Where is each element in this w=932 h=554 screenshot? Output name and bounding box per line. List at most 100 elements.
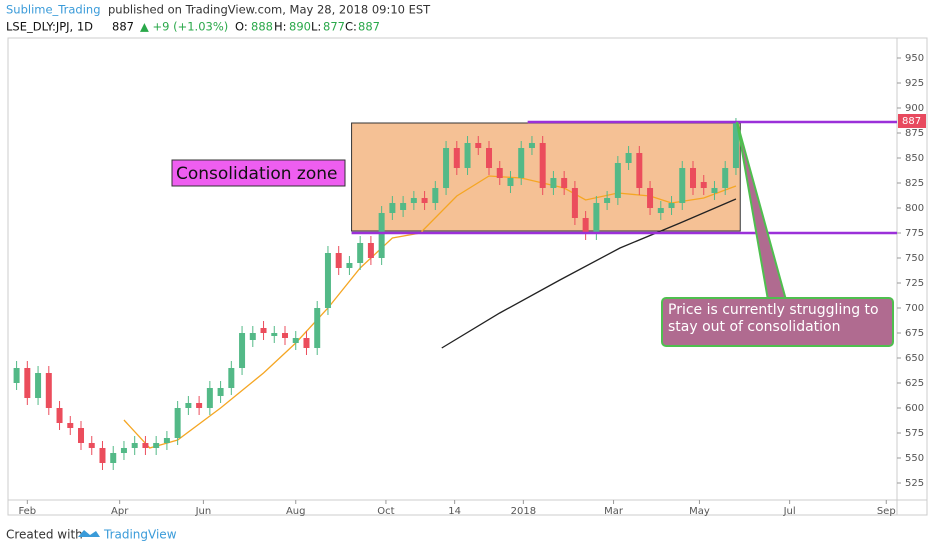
x-tick-label: Aug bbox=[286, 506, 306, 517]
x-tick-label: May bbox=[689, 506, 710, 517]
close: 887 bbox=[358, 20, 380, 34]
last-price-label: 887 bbox=[902, 116, 921, 127]
candle-body bbox=[67, 423, 74, 428]
open: 888 bbox=[251, 20, 273, 34]
candle-body bbox=[679, 168, 686, 203]
candle-body bbox=[647, 188, 654, 208]
candle-body bbox=[35, 373, 42, 398]
candle-body bbox=[110, 453, 117, 463]
change: ▲ +9 (+1.03%) bbox=[140, 20, 228, 34]
candle-body bbox=[668, 203, 675, 208]
candle-body bbox=[335, 253, 342, 268]
candle-body bbox=[131, 443, 138, 448]
candle-body bbox=[260, 328, 267, 333]
candle-body bbox=[292, 338, 299, 343]
candle-body bbox=[443, 148, 450, 188]
candle-body bbox=[196, 403, 203, 408]
candle-body bbox=[400, 203, 407, 210]
y-tick-label: 850 bbox=[905, 153, 924, 164]
candle-body bbox=[282, 333, 289, 338]
x-tick-label: Apr bbox=[111, 506, 129, 517]
plot: 525 550 575 600 625 650 675 700 725 750 775 800 825 8… bbox=[13, 53, 924, 517]
candle-body bbox=[324, 253, 331, 308]
x-tick-label: Feb bbox=[18, 506, 36, 517]
author[interactable]: Sublime_Trading bbox=[6, 3, 101, 17]
y-tick-label: 925 bbox=[905, 78, 924, 89]
high-label: H: bbox=[274, 20, 287, 34]
y-tick-label: 525 bbox=[905, 478, 924, 489]
candle-body bbox=[249, 333, 256, 340]
candle-body bbox=[464, 143, 471, 168]
candle-body bbox=[657, 208, 664, 213]
candle-body bbox=[378, 213, 385, 258]
candle-body bbox=[550, 178, 557, 188]
low-label: L: bbox=[311, 20, 321, 34]
candle-body bbox=[357, 243, 364, 263]
candle-body bbox=[625, 153, 632, 163]
y-tick-label: 800 bbox=[905, 203, 924, 214]
y-tick-label: 875 bbox=[905, 128, 924, 139]
candle-body bbox=[432, 188, 439, 203]
candle-body bbox=[13, 368, 20, 383]
candle-body bbox=[185, 403, 192, 408]
moving-average bbox=[123, 175, 737, 449]
zone-label: Consolidation zone bbox=[176, 164, 337, 184]
candle-body bbox=[453, 148, 460, 168]
candle-body bbox=[539, 143, 546, 188]
candle-body bbox=[271, 333, 278, 336]
candle-body bbox=[582, 218, 589, 233]
y-tick-label: 950 bbox=[905, 53, 924, 64]
footer-created: Created with bbox=[6, 528, 83, 542]
candle-body bbox=[206, 388, 213, 408]
y-tick-label: 575 bbox=[905, 428, 924, 439]
low: 877 bbox=[323, 20, 345, 34]
y-tick-label: 825 bbox=[905, 178, 924, 189]
candle-body bbox=[217, 388, 224, 396]
y-tick-label: 775 bbox=[905, 228, 924, 239]
candle-body bbox=[507, 178, 514, 186]
candle-body bbox=[486, 148, 493, 168]
candle-body bbox=[593, 203, 600, 233]
candle-body bbox=[88, 443, 95, 448]
candle-body bbox=[690, 168, 697, 188]
y-tick-label: 750 bbox=[905, 253, 924, 264]
y-tick-label: 675 bbox=[905, 328, 924, 339]
candle-body bbox=[389, 203, 396, 213]
candle-body bbox=[78, 428, 85, 443]
high: 890 bbox=[289, 20, 311, 34]
candle-body bbox=[571, 188, 578, 218]
x-tick-label: Jul bbox=[783, 506, 796, 517]
symbol: LSE_DLY:JPJ, 1D bbox=[6, 20, 93, 34]
candle-body bbox=[346, 263, 353, 268]
candle-body bbox=[614, 163, 621, 198]
candle-body bbox=[239, 333, 246, 368]
candle-body bbox=[142, 443, 149, 448]
open-label: O: bbox=[235, 20, 248, 34]
candle-body bbox=[421, 198, 428, 203]
candle-body bbox=[636, 153, 643, 188]
footer-brand[interactable]: TradingView bbox=[103, 528, 177, 542]
candle-body bbox=[314, 308, 321, 348]
callout-text: Price is currently struggling to stay ou… bbox=[668, 302, 879, 335]
candle-body bbox=[56, 408, 63, 423]
candle-body bbox=[732, 121, 739, 168]
published: published on TradingView.com, May 28, 20… bbox=[108, 3, 431, 17]
candle-body bbox=[163, 438, 170, 443]
x-tick-label: Sep bbox=[877, 506, 896, 517]
candle-body bbox=[228, 368, 235, 388]
close-label: C: bbox=[345, 20, 357, 34]
callout: Price is currently struggling to stay ou… bbox=[668, 302, 879, 335]
logo bbox=[78, 530, 100, 537]
candle-body bbox=[561, 178, 568, 188]
candle-body bbox=[45, 373, 52, 408]
x-tick-label: Jun bbox=[195, 506, 212, 517]
consolidation-zone bbox=[351, 122, 741, 232]
x-tick-label: 14 bbox=[448, 506, 461, 517]
x-tick-label: Oct bbox=[377, 506, 394, 517]
y-tick-label: 550 bbox=[905, 453, 924, 464]
candle-body bbox=[518, 148, 525, 178]
candle-body bbox=[410, 198, 417, 203]
